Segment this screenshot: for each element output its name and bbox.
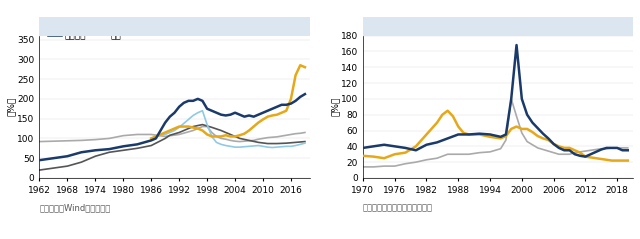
Legend: 泰国, 印度尼西亚, 菲律宾: 泰国, 印度尼西亚, 菲律宾	[367, 23, 494, 39]
Text: 图表14：  1997 年以前亚洲经济体非金融企业杠杆率不断提升: 图表14： 1997 年以前亚洲经济体非金融企业杠杆率不断提升	[40, 23, 237, 33]
Text: 图表15：  1997 年以前亚洲各国外债对 GDP 比例较高: 图表15： 1997 年以前亚洲各国外债对 GDP 比例较高	[363, 23, 556, 33]
Y-axis label: （%）: （%）	[330, 97, 339, 116]
Text: 资料来源：世界银行，华泰研究: 资料来源：世界银行，华泰研究	[363, 204, 433, 213]
Y-axis label: （%）: （%）	[7, 97, 16, 116]
Legend: 泰国, 马来西亚, 韩国, 日本, 中国香港: 泰国, 马来西亚, 韩国, 日本, 中国香港	[44, 14, 171, 44]
Text: 资料来源：Wind，华泰研究: 资料来源：Wind，华泰研究	[40, 204, 111, 213]
